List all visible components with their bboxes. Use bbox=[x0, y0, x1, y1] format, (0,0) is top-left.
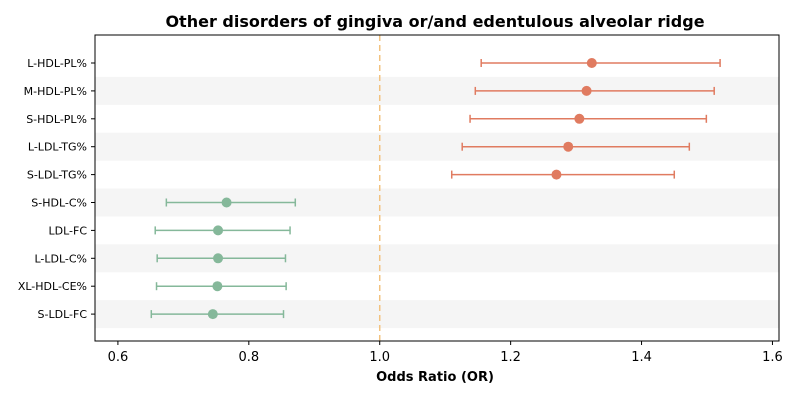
x-tick-label: 1.6 bbox=[762, 350, 783, 365]
or-point bbox=[207, 309, 218, 320]
or-point bbox=[221, 197, 232, 208]
x-tick-label: 1.2 bbox=[500, 350, 521, 365]
y-axis-ticks: L-HDL-PL% M-HDL-PL% S-HDL-PL% L-LDL-TG% S-LD… bbox=[18, 57, 95, 321]
y-tick-label: L-HDL-PL% bbox=[27, 57, 87, 70]
y-tick-label: S-LDL-TG% bbox=[27, 169, 87, 182]
x-axis-ticks: 0.6 0.8 1.0 1.2 1.4 1.6 bbox=[108, 341, 783, 365]
y-tick-label: L-LDL-TG% bbox=[28, 141, 87, 154]
x-axis-label: Odds Ratio (OR) bbox=[376, 370, 494, 385]
odds-ratio-points bbox=[207, 58, 597, 320]
or-point bbox=[586, 58, 597, 68]
or-point bbox=[213, 253, 224, 264]
y-tick-label: S-HDL-C% bbox=[31, 197, 87, 210]
y-tick-label: XL-HDL-CE% bbox=[18, 280, 87, 293]
error-bar bbox=[480, 59, 721, 67]
x-tick-label: 1.0 bbox=[369, 350, 390, 365]
or-point bbox=[563, 141, 574, 152]
or-point bbox=[581, 85, 592, 96]
x-tick-label: 0.6 bbox=[108, 350, 129, 365]
error-bar bbox=[474, 86, 715, 95]
y-tick-label: S-LDL-FC bbox=[38, 308, 88, 321]
y-tick-label: L-LDL-C% bbox=[34, 252, 87, 265]
or-point bbox=[551, 169, 562, 180]
or-point bbox=[212, 281, 223, 292]
y-tick-label: S-HDL-PL% bbox=[26, 113, 87, 126]
or-point bbox=[213, 225, 224, 236]
error-bar bbox=[461, 142, 691, 151]
error-bar bbox=[469, 114, 708, 123]
x-tick-label: 0.8 bbox=[238, 350, 259, 365]
plot-frame bbox=[94, 34, 780, 342]
error-bars bbox=[150, 59, 721, 319]
y-tick-label: LDL-FC bbox=[48, 224, 87, 237]
chart-title: Other disorders of gingiva or/and edentu… bbox=[165, 12, 704, 31]
error-bar bbox=[450, 170, 676, 179]
or-point bbox=[574, 113, 585, 124]
x-tick-label: 1.4 bbox=[631, 350, 652, 365]
y-tick-label: M-HDL-PL% bbox=[24, 85, 87, 98]
